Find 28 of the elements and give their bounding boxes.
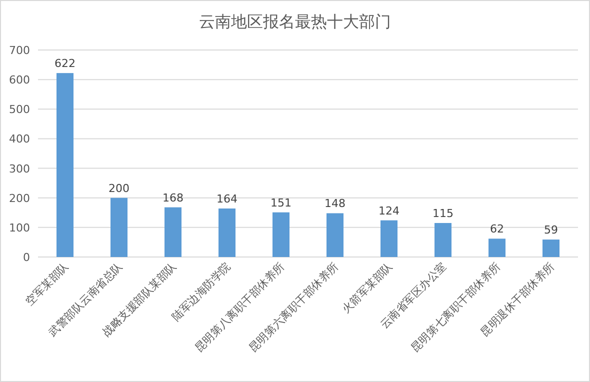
bar — [56, 73, 74, 257]
data-label: 124 — [378, 204, 400, 218]
y-tick-label: 200 — [9, 192, 30, 205]
bar — [218, 208, 236, 257]
chart-title: 云南地区报名最热十大部门 — [199, 12, 391, 31]
data-label: 115 — [432, 206, 454, 220]
data-label: 148 — [324, 197, 346, 210]
data-label: 62 — [490, 222, 504, 236]
bar — [326, 213, 344, 257]
bar — [272, 212, 290, 257]
y-tick-label: 600 — [9, 74, 30, 87]
data-label: 59 — [544, 224, 558, 237]
bar — [380, 220, 398, 257]
y-tick-label: 400 — [9, 132, 30, 146]
bar — [488, 238, 506, 257]
data-label: 151 — [270, 196, 292, 210]
data-label: 622 — [54, 57, 76, 70]
bar — [164, 207, 182, 257]
data-label: 164 — [216, 192, 238, 206]
bar — [542, 240, 560, 257]
bar — [434, 222, 452, 257]
y-tick-label: 300 — [9, 162, 30, 176]
data-label: 200 — [108, 182, 130, 195]
y-tick-label: 100 — [9, 221, 30, 234]
y-tick-label: 500 — [9, 103, 30, 116]
y-tick-label: 700 — [9, 44, 30, 57]
data-label: 168 — [162, 191, 184, 204]
bar — [110, 198, 128, 257]
